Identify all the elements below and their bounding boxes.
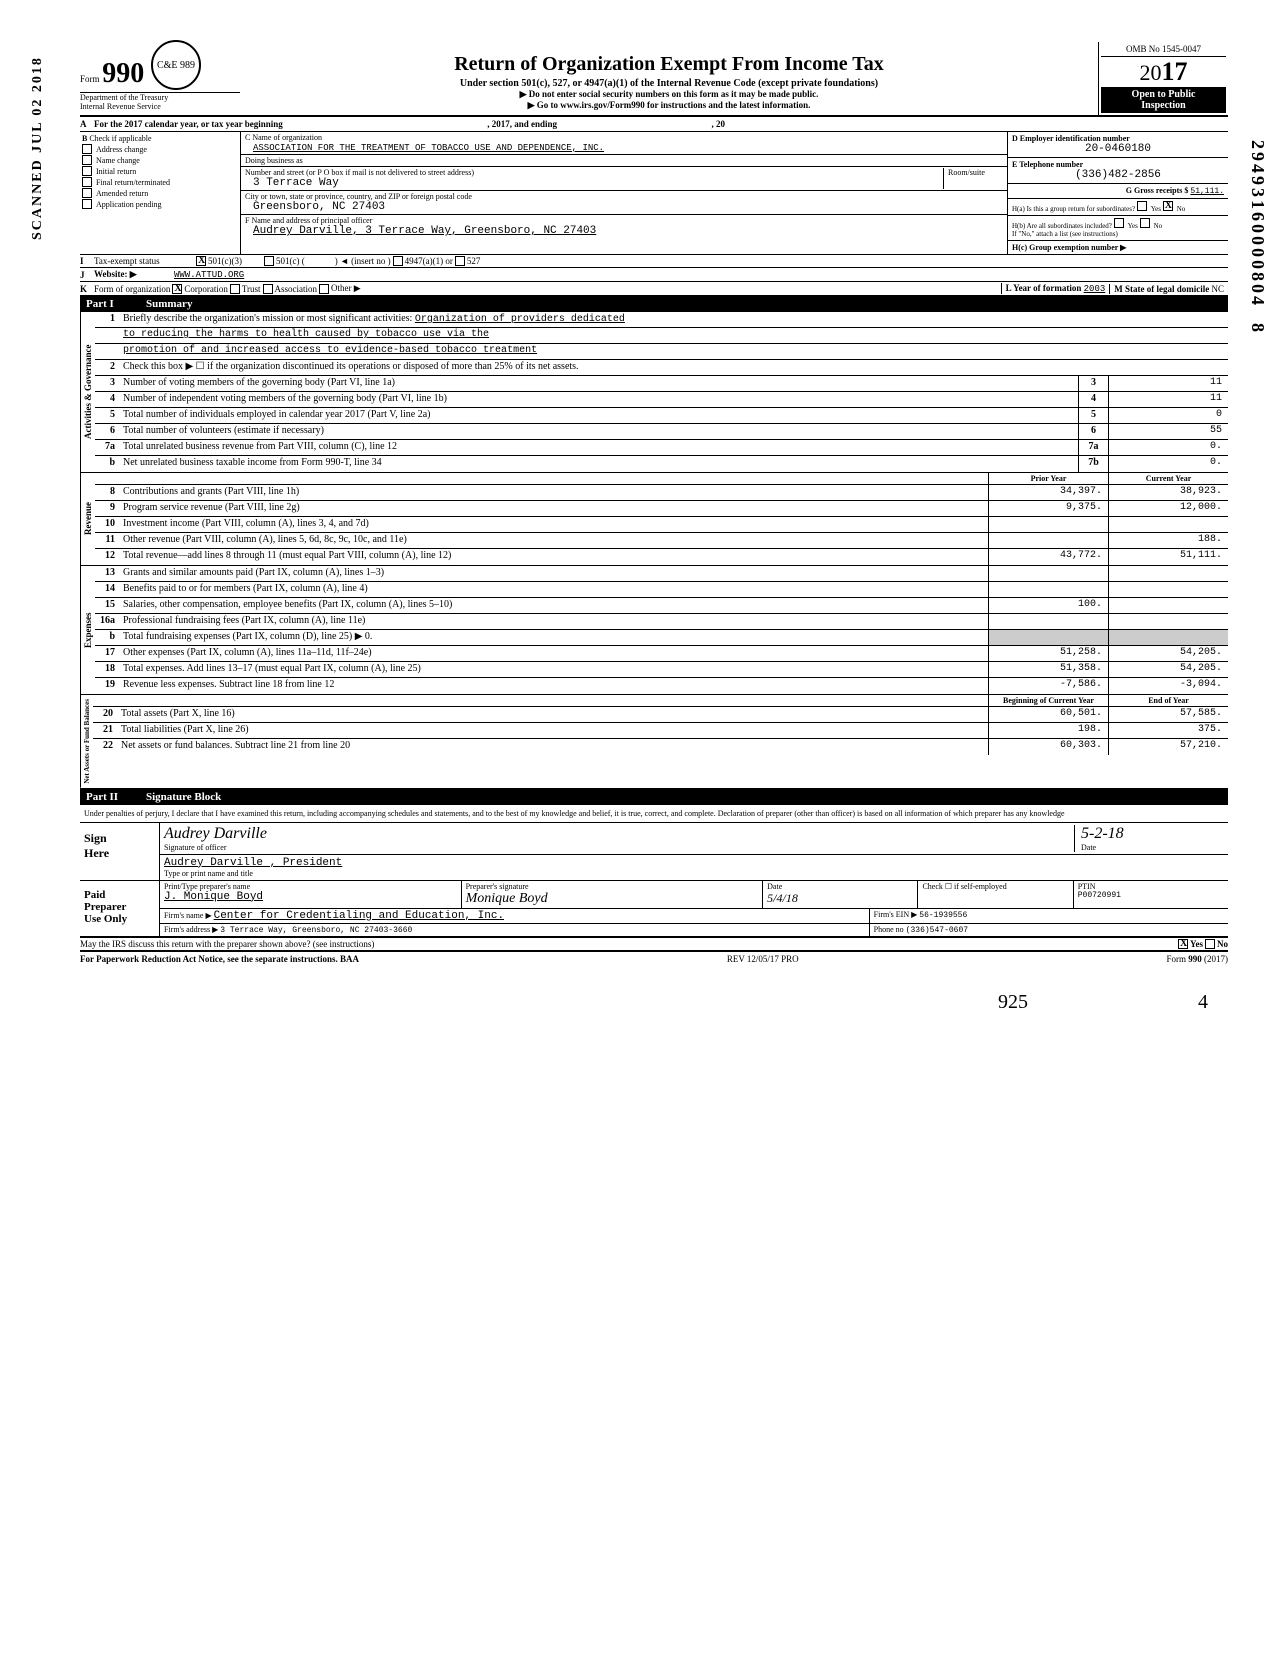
sign-here-block: SignHere Audrey Darville Signature of of…: [80, 823, 1228, 881]
cb-application-pending[interactable]: [82, 199, 92, 209]
preparer-date: 5/4/18: [767, 891, 913, 906]
firm-address: 3 Terrace Way, Greensboro, NC 27403-3660: [220, 926, 412, 935]
col-c: C Name of organization ASSOCIATION FOR T…: [240, 132, 1008, 254]
org-name: ASSOCIATION FOR THE TREATMENT OF TOBACCO…: [253, 143, 604, 153]
ptin-value: P00720991: [1078, 891, 1224, 900]
cb-amended[interactable]: [82, 188, 92, 198]
cb-discuss-no[interactable]: [1205, 939, 1215, 949]
page-footer: For Paperwork Reduction Act Notice, see …: [80, 952, 1228, 964]
omb-number: OMB No 1545-0047: [1101, 44, 1226, 57]
dept-irs: Internal Revenue Service: [80, 102, 240, 111]
preparer-signature: Monique Boyd: [466, 891, 759, 907]
handwritten-925: 925: [998, 991, 1028, 1014]
firm-name: Center for Credentialing and Education, …: [214, 910, 504, 922]
form-990-page: SCANNED JUL 02 2018 29493160000804 8 For…: [80, 40, 1228, 964]
row-i: I Tax-exempt status 501(c)(3) 501(c) ( )…: [80, 255, 1228, 268]
cb-corporation[interactable]: [172, 284, 182, 294]
cb-ha-no[interactable]: [1163, 201, 1173, 211]
preparer-name: J. Monique Boyd: [164, 891, 457, 903]
cb-501c[interactable]: [264, 256, 274, 266]
cb-final-return[interactable]: [82, 177, 92, 187]
cb-association[interactable]: [263, 284, 273, 294]
title-box: Return of Organization Exempt From Incom…: [240, 53, 1098, 115]
col-d: D Employer identification number 20-0460…: [1008, 132, 1228, 254]
discuss-row: May the IRS discuss this return with the…: [80, 938, 1228, 952]
handwritten-4: 4: [1198, 991, 1208, 1014]
part-2-header: Part II Signature Block: [80, 789, 1228, 805]
letter-a: A: [80, 119, 94, 129]
firm-phone: (336)547-0607: [906, 926, 968, 935]
subtitle-3: ▶ Go to www.irs.gov/Form990 for instruct…: [248, 100, 1090, 111]
row-j: J Website: ▶ WWW.ATTUD.ORG: [80, 268, 1228, 282]
cb-discuss-yes[interactable]: [1178, 939, 1188, 949]
year-box: OMB No 1545-0047 2017 Open to Public Ins…: [1098, 42, 1228, 115]
cb-name-change[interactable]: [82, 155, 92, 165]
part-1-header: Part I Summary: [80, 296, 1228, 312]
form-number: 990: [102, 58, 144, 89]
form-prefix: Form: [80, 74, 100, 84]
expenses-block: Expenses 13Grants and similar amounts pa…: [80, 566, 1228, 695]
principal-officer: Audrey Darville, 3 Terrace Way, Greensbo…: [253, 225, 1003, 237]
street-address: 3 Terrace Way: [253, 177, 943, 189]
open-public: Open to Public Inspection: [1101, 87, 1226, 113]
line-a: A For the 2017 calendar year, or tax yea…: [80, 117, 1228, 132]
website-value: WWW.ATTUD.ORG: [174, 270, 244, 280]
seal-icon: C&E 989: [151, 40, 201, 90]
block-bcd: B Check if applicable Address change Nam…: [80, 132, 1228, 255]
preparer-block: Paid Preparer Use Only Print/Type prepar…: [80, 881, 1228, 938]
cb-other[interactable]: [319, 284, 329, 294]
governance-block: Activities & Governance 1 Briefly descri…: [80, 312, 1228, 473]
cb-4947[interactable]: [393, 256, 403, 266]
main-title: Return of Organization Exempt From Incom…: [248, 53, 1090, 76]
perjury-statement: Under penalties of perjury, I declare th…: [80, 805, 1228, 823]
gross-receipts: 51,111.: [1190, 187, 1224, 196]
cb-address-change[interactable]: [82, 144, 92, 154]
scanned-stamp: SCANNED JUL 02 2018: [30, 56, 46, 240]
officer-signature: Audrey Darville: [164, 825, 1074, 843]
cb-ha-yes[interactable]: [1137, 201, 1147, 211]
city-state-zip: Greensboro, NC 27403: [253, 201, 1003, 213]
row-k: K Form of organization Corporation Trust…: [80, 282, 1228, 296]
form-header: Form 990 C&E 989 Department of the Treas…: [80, 40, 1228, 117]
revenue-block: Revenue Prior Year Current Year 8Contrib…: [80, 473, 1228, 566]
cb-hb-yes[interactable]: [1114, 218, 1124, 228]
form-number-box: Form 990 C&E 989 Department of the Treas…: [80, 40, 240, 115]
sign-date: 5-2-18: [1081, 825, 1224, 843]
subtitle-1: Under section 501(c), 527, or 4947(a)(1)…: [248, 78, 1090, 89]
tax-year: 2017: [1101, 57, 1226, 87]
col-b: B Check if applicable Address change Nam…: [80, 132, 240, 254]
cb-hb-no[interactable]: [1140, 218, 1150, 228]
officer-name-typed: Audrey Darville , President: [164, 857, 1224, 869]
firm-ein: 56-1939556: [919, 911, 967, 920]
dept-treasury: Department of the Treasury: [80, 93, 240, 102]
side-number: 29493160000804 8: [1247, 140, 1268, 335]
subtitle-2: ▶ Do not enter social security numbers o…: [248, 89, 1090, 100]
cb-trust[interactable]: [230, 284, 240, 294]
cb-initial-return[interactable]: [82, 166, 92, 176]
cb-527[interactable]: [455, 256, 465, 266]
cb-501c3[interactable]: [196, 256, 206, 266]
phone-value: (336)482-2856: [1012, 169, 1224, 181]
net-assets-block: Net Assets or Fund Balances Beginning of…: [80, 695, 1228, 789]
ein-value: 20-0460180: [1012, 143, 1224, 155]
